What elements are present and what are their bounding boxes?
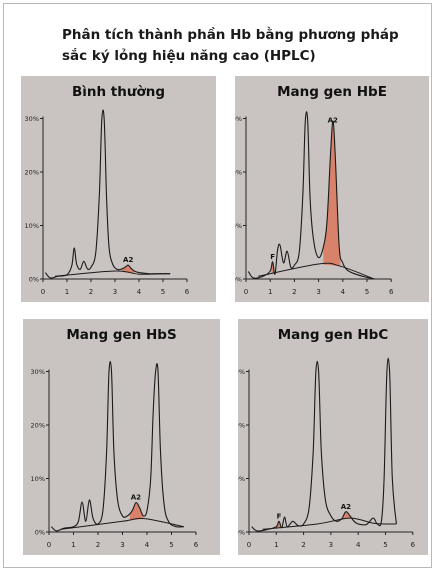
x-tick-label: 6 <box>389 288 394 296</box>
y-tick-label: 20% <box>235 169 242 177</box>
x-tick-label: 2 <box>301 541 305 549</box>
y-tick-label: 30% <box>235 115 242 123</box>
x-tick-label: 1 <box>65 288 69 296</box>
x-tick-label: 4 <box>341 288 346 296</box>
x-tick-label: 0 <box>244 288 248 296</box>
x-tick-label: 0 <box>47 541 51 549</box>
chromatogram-curve <box>51 360 184 532</box>
x-tick-label: 1 <box>71 541 75 549</box>
y-tick-label: 20% <box>25 169 39 177</box>
x-tick-label: 6 <box>411 541 416 549</box>
peak-label-f: F <box>277 512 282 520</box>
x-tick-label: 1 <box>274 541 278 549</box>
baseline-curve <box>258 262 375 280</box>
chart-panel-hbs: 0% 10% 20% 30% 0 1 2 3 4 5 6 A2 Mang gen HbS <box>23 319 220 555</box>
chart-panel-hbc: 0% 10% 20% 30% 0 1 2 3 4 5 6 A2 F Mang gen HbC <box>238 319 428 555</box>
x-tick-label: 5 <box>383 541 387 549</box>
x-tick-label: 3 <box>329 541 333 549</box>
x-tick-label: 2 <box>96 541 100 549</box>
chart-panel-normal: 0% 10% 20% 30% 0 1 2 3 4 5 6 A2 Bình thường <box>21 76 216 302</box>
y-tick-label: 20% <box>238 422 245 430</box>
y-tick-label: 10% <box>238 475 245 483</box>
chromatogram-curve <box>251 357 397 532</box>
y-tick-label: 20% <box>31 422 45 430</box>
chromatogram-hbc: 0% 10% 20% 30% 0 1 2 3 4 5 6 A2 F <box>238 357 416 549</box>
y-tick-label: 30% <box>31 368 45 376</box>
peak-fill-a2 <box>323 125 341 267</box>
y-tick-label: 0% <box>238 529 245 537</box>
chromatogram-curve <box>247 111 375 280</box>
peak-label-a2: A2 <box>123 256 133 264</box>
y-tick-label: 10% <box>235 222 242 230</box>
x-tick-label: 5 <box>169 541 173 549</box>
x-tick-label: 3 <box>113 288 117 296</box>
y-tick-label: 0% <box>235 276 242 284</box>
chart-title: Mang gen HbS <box>66 327 177 343</box>
chart-title: Bình thường <box>71 84 166 100</box>
y-tick-label: 0% <box>35 529 45 537</box>
y-tick-label: 30% <box>25 115 39 123</box>
x-tick-label: 4 <box>145 541 150 549</box>
x-tick-label: 5 <box>365 288 369 296</box>
y-tick-label: 10% <box>31 475 45 483</box>
peak-fill-a2 <box>129 502 144 521</box>
chromatogram-curve <box>44 109 171 279</box>
baseline-curve <box>61 517 184 530</box>
peak-label-f: F <box>270 253 275 261</box>
x-tick-label: 2 <box>89 288 93 296</box>
y-tick-label: 30% <box>238 368 245 376</box>
x-tick-label: 2 <box>292 288 296 296</box>
x-tick-label: 6 <box>185 288 190 296</box>
chart-title: Mang gen HbC <box>277 327 389 343</box>
x-tick-label: 3 <box>316 288 320 296</box>
x-tick-label: 4 <box>137 288 142 296</box>
x-tick-label: 1 <box>268 288 272 296</box>
x-tick-label: 4 <box>356 541 361 549</box>
chart-title: Mang gen HbE <box>277 84 387 100</box>
chromatogram-normal: 0% 10% 20% 30% 0 1 2 3 4 5 6 A2 <box>25 109 190 296</box>
x-tick-label: 6 <box>194 541 199 549</box>
x-tick-label: 3 <box>120 541 124 549</box>
x-tick-label: 0 <box>247 541 251 549</box>
peak-label-a2: A2 <box>131 494 141 502</box>
chromatogram-hbs: 0% 10% 20% 30% 0 1 2 3 4 5 6 A2 <box>31 360 199 549</box>
y-tick-label: 0% <box>29 276 39 284</box>
y-tick-label: 10% <box>25 222 39 230</box>
x-tick-label: 5 <box>161 288 165 296</box>
figure-title: Phân tích thành phần Hb bằng phương pháp… <box>62 27 399 64</box>
figure-frame: Phân tích thành phần Hb bằng phương pháp… <box>3 3 432 568</box>
peak-label-a2: A2 <box>341 503 351 511</box>
x-tick-label: 0 <box>41 288 45 296</box>
